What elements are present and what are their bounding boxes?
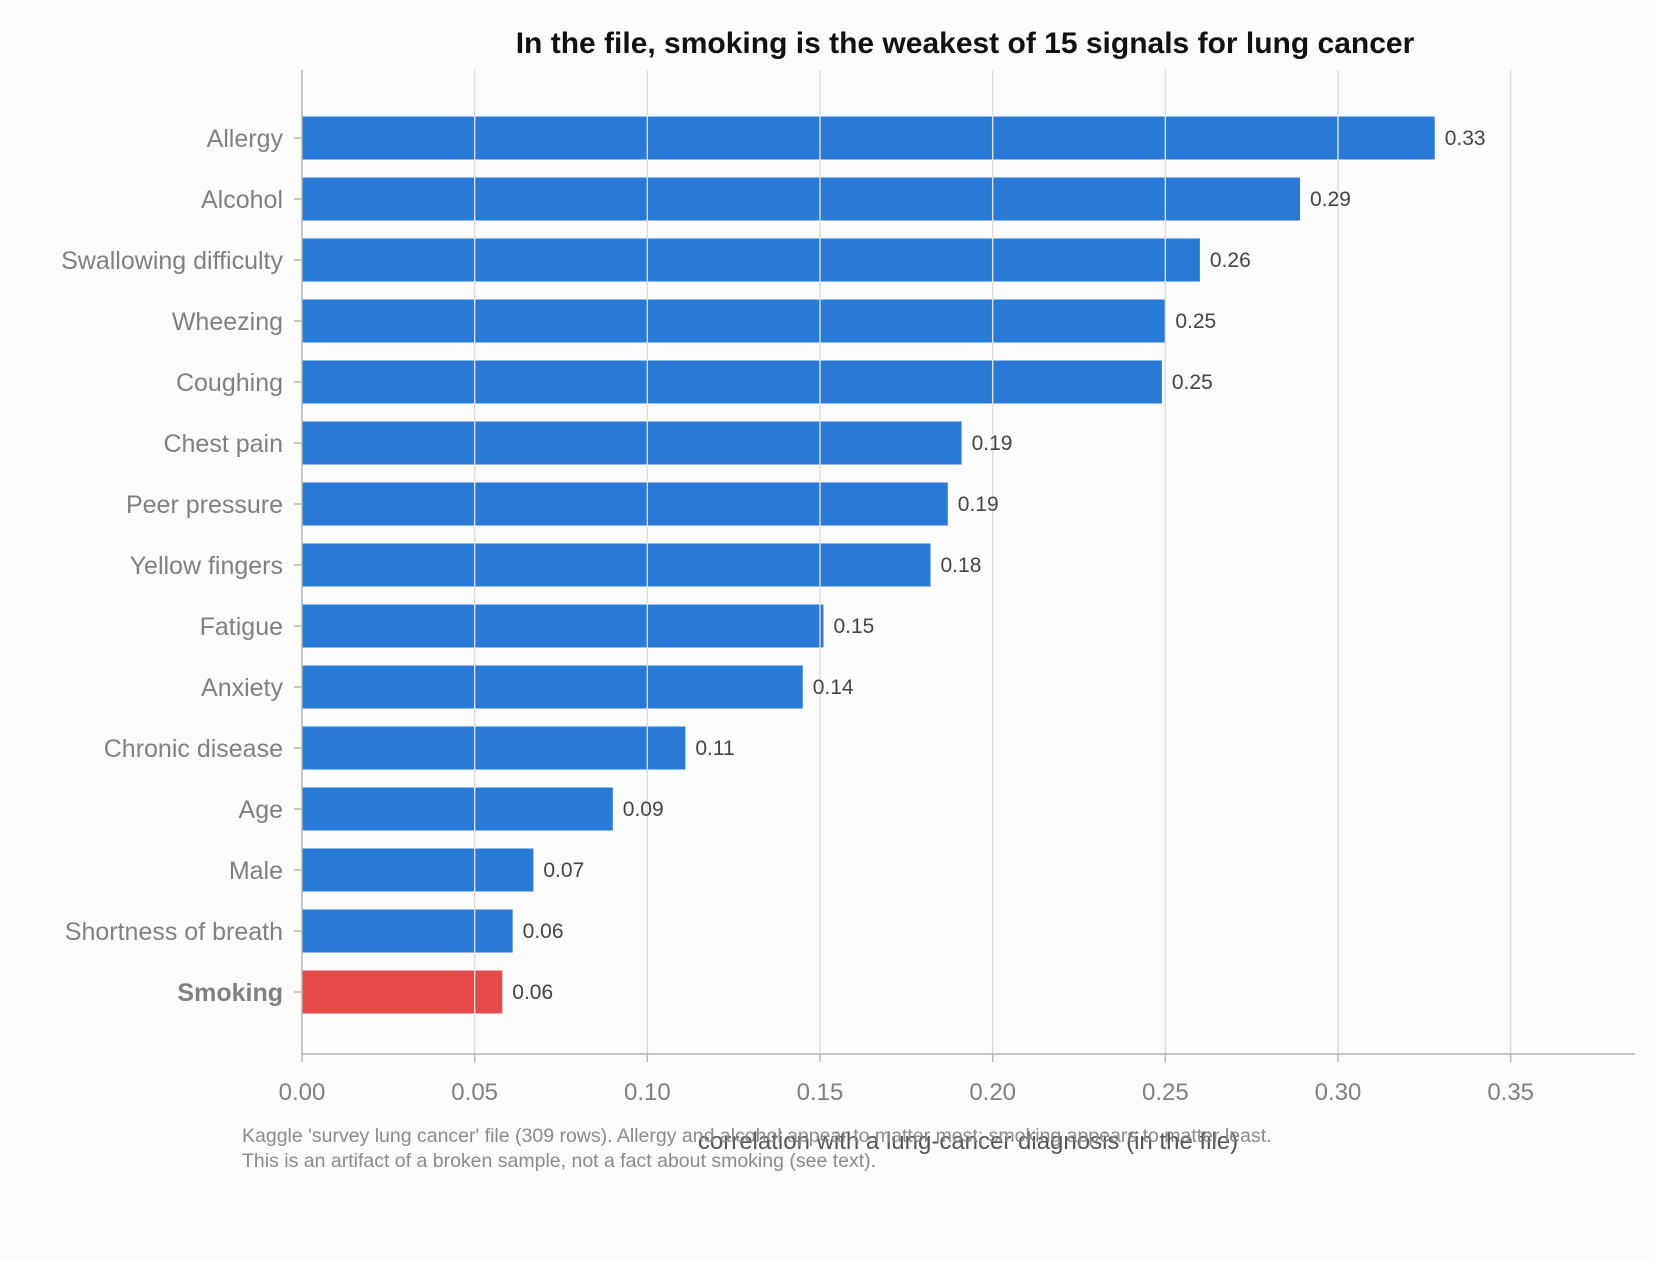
bars [302,116,1435,1014]
bar-fatigue [302,604,824,648]
bar-male [302,848,534,892]
category-label: Allergy [207,125,284,153]
labels: 0.00 0.05 0.10 0.15 0.20 0.25 0.30 0.35 Allergy 0… [61,125,1534,1106]
value-label: 0.25 [1172,371,1213,394]
bar-wheezing [302,299,1166,343]
bar-age [302,787,613,831]
bar-allergy [302,116,1435,160]
bar-coughing [302,360,1162,404]
value-label: 0.09 [623,798,664,821]
value-label: 0.19 [972,432,1013,455]
category-label: Smoking [177,979,283,1007]
category-label: Wheezing [172,308,283,336]
bar-shortness-of-breath [302,909,513,953]
caption-line-2: This is an artifact of a broken sample, … [242,1150,877,1172]
bar-chest-pain [302,421,962,465]
bar-peer-pressure [302,482,948,526]
x-axis-label: correlation with a lung-cancer diagnosis… [698,1128,1238,1155]
category-label: Alcohol [201,186,283,214]
caption: Kaggle 'survey lung cancer' file (309 ro… [242,1124,1622,1174]
value-label: 0.06 [523,920,564,943]
chart-title: In the file, smoking is the weakest of 1… [516,27,1415,60]
category-label: Peer pressure [126,491,283,519]
bar-yellow-fingers [302,543,931,587]
x-tick-label: 0.10 [624,1079,671,1106]
value-label: 0.26 [1210,249,1251,272]
x-tick-label: 0.30 [1315,1079,1362,1106]
bar-alcohol [302,177,1301,221]
x-tick-label: 0.15 [797,1079,844,1106]
value-label: 0.29 [1310,188,1351,211]
value-label: 0.25 [1175,310,1216,333]
bar-anxiety [302,665,803,709]
value-label: 0.11 [695,737,734,760]
x-tick-label: 0.05 [451,1079,498,1106]
value-label: 0.33 [1445,127,1486,150]
axes [294,70,1635,1062]
category-label: Swallowing difficulty [61,247,283,275]
category-label: Coughing [176,369,283,397]
value-label: 0.14 [813,676,854,699]
bar-swallowing-difficulty [302,238,1200,282]
value-label: 0.18 [941,554,982,577]
x-tick-label: 0.20 [969,1079,1016,1106]
value-label: 0.15 [833,615,874,638]
x-tick-label: 0.35 [1487,1079,1534,1106]
value-label: 0.06 [512,981,553,1004]
category-label: Chest pain [163,430,283,458]
category-label: Shortness of breath [65,918,283,946]
grid-lines [473,70,1512,1054]
bar-chronic-disease [302,726,686,770]
category-label: Yellow fingers [130,552,283,580]
x-tick-label: 0.00 [279,1079,326,1106]
caption-line-1: Kaggle 'survey lung cancer' file (309 ro… [242,1125,1272,1147]
category-label: Fatigue [200,613,283,641]
category-label: Age [239,796,283,824]
category-label: Anxiety [201,674,283,702]
bar-smoking [302,970,503,1014]
category-label: Male [229,857,283,885]
category-label: Chronic disease [104,735,283,763]
value-label: 0.19 [958,493,999,516]
x-tick-label: 0.25 [1142,1079,1189,1106]
value-label: 0.07 [543,859,584,882]
